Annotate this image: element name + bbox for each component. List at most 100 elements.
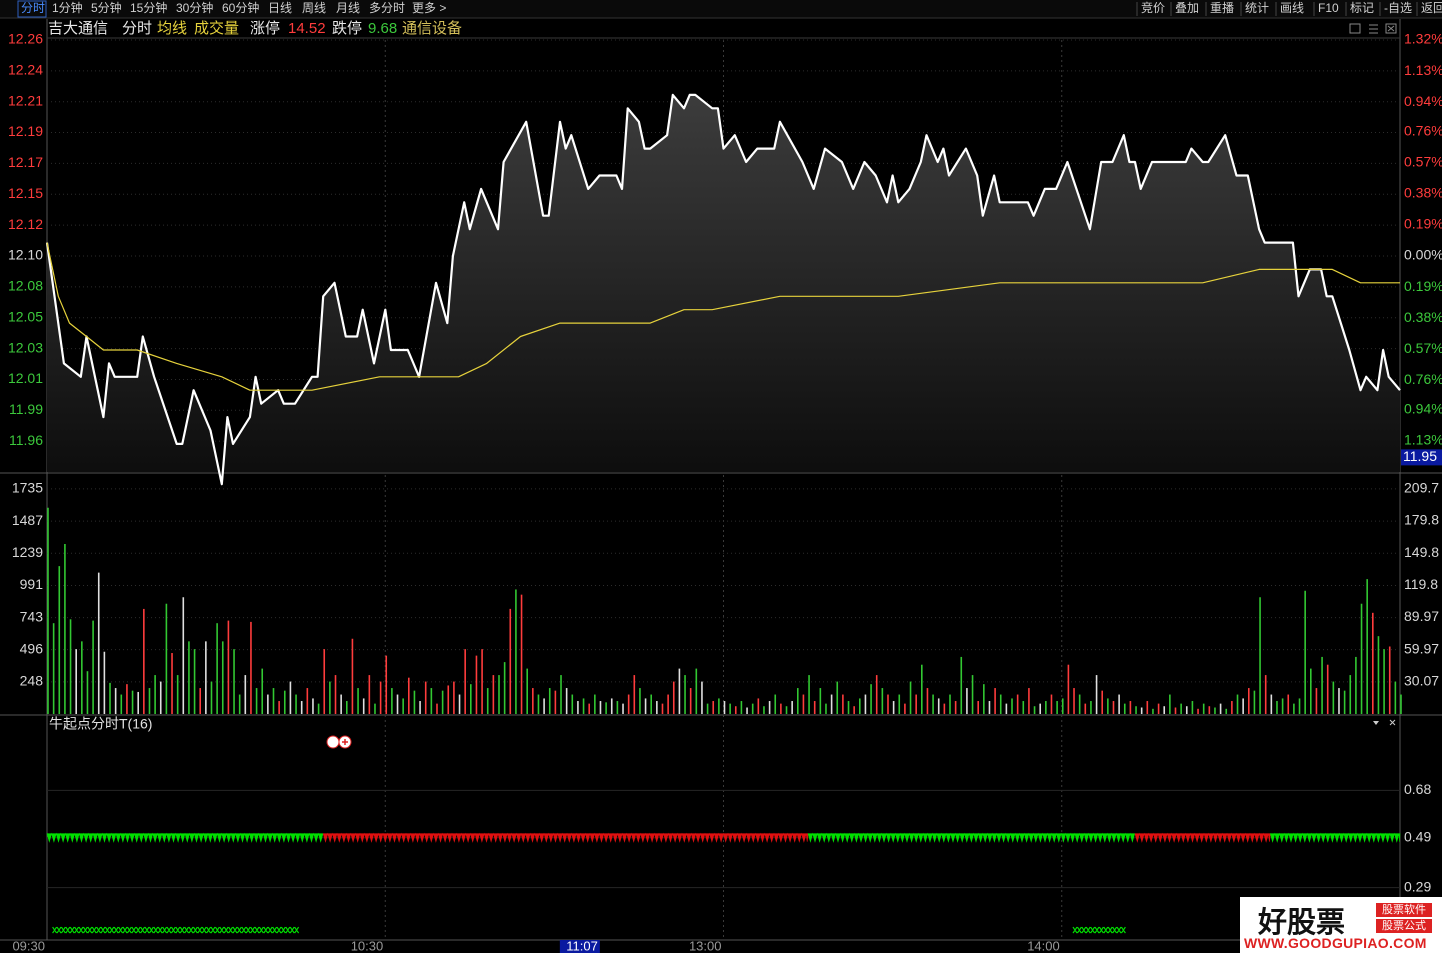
y2-tick-label: 0.76% [1404, 371, 1442, 387]
y2-tick-label: 0.94% [1404, 93, 1442, 109]
toolbar-button[interactable]: 标记 [1350, 1, 1374, 15]
toolbar-tab[interactable]: 60分钟 [222, 0, 259, 15]
toolbar-button[interactable]: 返回 [1421, 1, 1442, 15]
cursor-price-box [1401, 449, 1442, 466]
y-tick-label: 12.03 [8, 339, 43, 355]
y-tick-label: 12.24 [8, 62, 43, 78]
signal-band [322, 832, 809, 843]
y2-tick-label: 119.8 [1404, 576, 1438, 592]
y-tick-label: 12.05 [8, 308, 43, 324]
watermark-tag: 股票软件 [1376, 903, 1432, 917]
y2-tick-label: 0.57% [1404, 153, 1442, 169]
toolbar-tab[interactable]: 15分钟 [130, 0, 167, 15]
y-tick-label: 1735 [12, 480, 43, 496]
toolbar-tab[interactable]: 日线 [268, 1, 292, 15]
limit-up-label: 涨停 [250, 20, 280, 37]
y2-tick-label: 0.00% [1404, 247, 1442, 263]
limit-down: 9.68 [368, 20, 397, 37]
toolbar-tab[interactable]: 多分时 [369, 1, 405, 15]
icon-close[interactable] [1385, 23, 1397, 34]
toolbar-button[interactable]: 叠加 [1175, 1, 1199, 15]
icon-menu[interactable] [1369, 24, 1378, 34]
y-tick-label: 1239 [12, 544, 43, 560]
y-tick-label: 0.29 [1404, 878, 1431, 894]
toolbar-button[interactable]: 统计 [1245, 1, 1269, 15]
toolbar-tab[interactable]: 月线 [336, 1, 360, 15]
y-tick-label: 12.10 [8, 247, 43, 263]
signal-band [46, 832, 324, 843]
cursor-time-box [559, 940, 600, 953]
average-line [46, 242, 1400, 391]
y-tick-label: 0.49 [1404, 828, 1431, 844]
y-tick-label: 12.12 [8, 216, 43, 232]
icon-dropdown[interactable] [1373, 721, 1379, 725]
toolbar-button[interactable]: 画线 [1280, 1, 1304, 15]
y-tick-label: 12.26 [8, 31, 43, 47]
cursor-time: 11:07 [566, 938, 598, 953]
signal-icon-plus [342, 739, 348, 745]
x-tick-label: 10:30 [351, 938, 384, 953]
toolbar-button[interactable]: -自选 [1384, 1, 1412, 15]
icon-close-x[interactable] [1387, 25, 1395, 32]
y-tick-label: 12.19 [8, 123, 43, 139]
toolbar-tab[interactable]: 周线 [302, 1, 326, 15]
toolbar-button[interactable]: 竞价 [1141, 1, 1165, 15]
watermark: 好股票 股票软件 股票公式 WWW.GOODGUPIAO.COM [1240, 897, 1442, 953]
y2-tick-label: 59.97 [1404, 640, 1439, 656]
y-tick-label: 11.96 [9, 432, 43, 448]
y2-tick-label: 209.7 [1404, 480, 1439, 496]
y-tick-label: 1487 [12, 512, 43, 528]
toolbar-tab[interactable]: 1分钟 [52, 0, 83, 15]
stock-name: 吉大通信 [48, 20, 108, 37]
y2-tick-label: 1.13% [1404, 62, 1442, 78]
toolbar-button[interactable]: 重播 [1210, 1, 1234, 15]
toolbar [0, 0, 1442, 18]
y-tick-label: 743 [20, 608, 44, 624]
tab-selected [17, 0, 47, 18]
y-tick-label: 12.08 [8, 278, 43, 294]
y2-tick-label: 30.07 [1404, 672, 1439, 688]
icon-window[interactable] [1349, 23, 1361, 34]
signal-band [1269, 832, 1401, 843]
y2-tick-label: 0.19% [1404, 216, 1442, 232]
icon-close-indicator[interactable] [1389, 719, 1396, 726]
y-tick-label: 496 [20, 640, 44, 656]
y2-tick-label: 0.94% [1404, 401, 1442, 417]
limit-up: 14.52 [288, 20, 326, 37]
y2-tick-label: 0.38% [1404, 309, 1442, 325]
indicator-title: 牛起点分时T(16) [49, 716, 152, 732]
watermark-url: WWW.GOODGUPIAO.COM [1244, 935, 1427, 951]
y2-tick-label: 0.76% [1404, 122, 1442, 138]
y-tick-label: 12.01 [8, 370, 43, 386]
legend-average: 均线 [157, 20, 187, 37]
legend-volume: 成交量 [194, 19, 239, 37]
y2-tick-label: 149.8 [1404, 544, 1439, 560]
x-tick-label: 13:00 [689, 938, 722, 953]
y-tick-label: 991 [20, 576, 44, 592]
y-tick-label: 0.68 [1404, 781, 1431, 797]
toolbar-tab[interactable]: 分时 [21, 1, 45, 15]
cursor-price: 11.95 [1403, 448, 1437, 464]
toolbar-tab[interactable]: 30分钟 [176, 0, 213, 15]
industry: 通信设备 [402, 20, 462, 37]
signal-cross [1072, 926, 1126, 934]
signal-cross [52, 926, 300, 934]
y2-tick-label: 179.8 [1404, 512, 1439, 528]
y-tick-label: 12.17 [8, 154, 43, 170]
y2-tick-label: 0.38% [1404, 185, 1442, 201]
watermark-tag: 股票公式 [1376, 919, 1432, 933]
signal-band [807, 832, 1136, 843]
y2-tick-label: 0.57% [1404, 340, 1442, 356]
x-tick-label: 09:30 [12, 938, 45, 953]
price-line [45, 93, 1401, 486]
toolbar-tab[interactable]: 更多 > [412, 1, 446, 15]
y2-tick-label: 1.13% [1404, 432, 1442, 448]
watermark-brand: 好股票 [1258, 905, 1346, 939]
y-tick-label: 248 [20, 673, 44, 689]
toolbar-button[interactable]: F10 [1318, 1, 1339, 15]
signal-icon [326, 735, 340, 749]
toolbar-tab[interactable]: 5分钟 [91, 0, 122, 15]
price-area [47, 94, 1400, 485]
